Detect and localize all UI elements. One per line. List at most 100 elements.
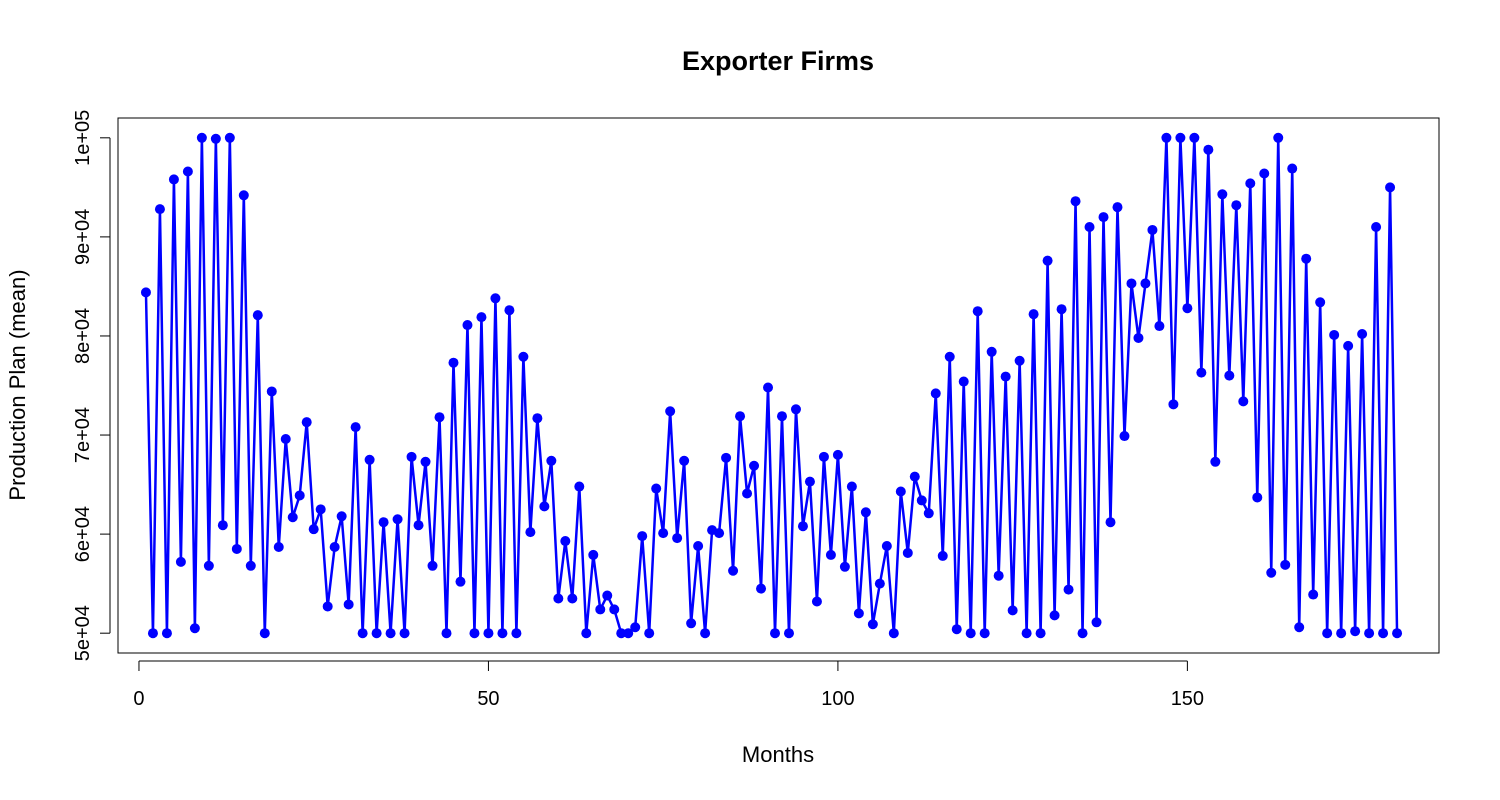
data-point (1224, 370, 1235, 381)
data-point (1091, 617, 1102, 628)
data-point (511, 628, 522, 639)
data-point (1203, 144, 1214, 155)
data-point (413, 520, 424, 531)
series-layer (140, 132, 1403, 639)
data-point (1084, 221, 1095, 232)
data-point (763, 382, 774, 393)
y-tick-label: 6e+04 (72, 506, 94, 562)
data-point (406, 451, 417, 462)
data-point (644, 628, 655, 639)
data-point (616, 628, 627, 639)
data-point (965, 628, 976, 639)
data-point (637, 531, 648, 542)
data-point (839, 561, 850, 572)
data-point (238, 190, 249, 201)
data-point (1056, 304, 1067, 315)
data-point (231, 543, 242, 554)
data-point (818, 451, 829, 462)
data-point (315, 504, 326, 515)
data-point (804, 476, 815, 487)
data-point (609, 604, 620, 615)
data-point (630, 622, 641, 633)
data-point (1245, 178, 1256, 189)
data-point (1000, 371, 1011, 382)
data-point (797, 521, 808, 532)
data-point (441, 628, 452, 639)
data-point (574, 481, 585, 492)
data-point (1259, 168, 1270, 179)
data-point (944, 351, 955, 362)
y-tick-label: 1e+05 (72, 110, 94, 166)
data-point (1294, 622, 1305, 633)
data-point (874, 578, 885, 589)
data-point (860, 507, 871, 518)
data-point (651, 483, 662, 494)
data-point (189, 623, 200, 634)
data-point (182, 166, 193, 177)
data-point (1308, 589, 1319, 600)
data-point (1196, 367, 1207, 378)
y-axis-label: Production Plan (mean) (5, 269, 30, 500)
data-point (1105, 517, 1116, 528)
data-point (1217, 189, 1228, 200)
data-point (203, 560, 214, 571)
chart-title: Exporter Firms (682, 46, 874, 76)
data-point (1329, 329, 1340, 340)
data-point (930, 388, 941, 399)
data-point (686, 618, 697, 629)
data-point (427, 560, 438, 571)
data-point (1021, 628, 1032, 639)
data-point (1133, 332, 1144, 343)
data-point (1238, 396, 1249, 407)
y-axis: 5e+04 6e+04 7e+04 8e+04 9e+04 1e+05 (72, 110, 111, 661)
data-point (336, 511, 347, 522)
data-point (168, 174, 179, 185)
data-point (742, 488, 753, 499)
data-point (986, 346, 997, 357)
data-point (909, 471, 920, 482)
x-tick-label: 150 (1171, 688, 1204, 710)
data-point (525, 527, 536, 538)
data-point (1266, 567, 1277, 578)
data-point (846, 481, 857, 492)
data-point (1350, 626, 1361, 637)
data-point (560, 536, 571, 547)
data-point (1126, 278, 1137, 289)
data-point (700, 628, 711, 639)
data-point (902, 547, 913, 558)
data-point (392, 514, 403, 525)
x-axis-label: Months (742, 742, 814, 767)
data-point (1098, 212, 1109, 223)
data-point (420, 456, 431, 467)
data-point (958, 376, 969, 387)
data-point (658, 528, 669, 539)
data-point (602, 590, 613, 601)
data-point (993, 570, 1004, 581)
data-point (518, 351, 529, 362)
data-point (679, 455, 690, 466)
plot-area-frame (117, 117, 1440, 654)
data-point (951, 624, 962, 635)
data-point (811, 596, 822, 607)
data-point (1252, 492, 1263, 503)
data-point (749, 460, 760, 471)
data-point (364, 454, 375, 465)
data-point (224, 132, 235, 143)
data-point (1336, 628, 1347, 639)
data-point (832, 449, 843, 460)
data-point (776, 411, 787, 422)
data-point (895, 486, 906, 497)
data-point (693, 541, 704, 551)
data-point (714, 528, 725, 539)
data-point (721, 452, 732, 463)
data-point (1182, 303, 1193, 314)
data-point (923, 508, 934, 519)
data-point (553, 593, 564, 604)
data-point (1119, 431, 1130, 442)
data-point (916, 495, 927, 506)
data-point (490, 293, 501, 304)
data-point (1231, 200, 1242, 211)
data-point (1070, 196, 1081, 207)
data-point (770, 628, 781, 639)
